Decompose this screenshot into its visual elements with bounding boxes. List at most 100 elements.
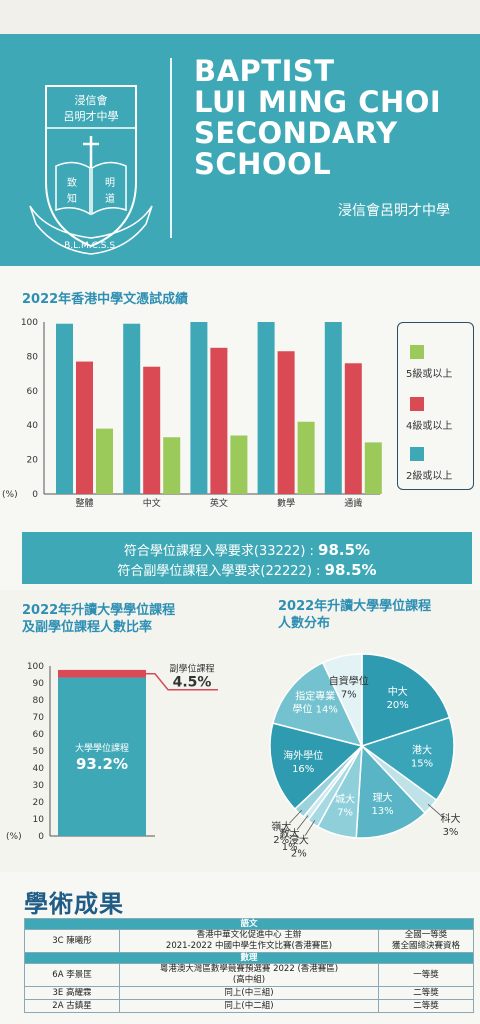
ratio-chart-title: 2022年升讀大學學位課程 及副學位課程人數比率 xyxy=(22,602,175,636)
ratio-title-line-2: 及副學位課程人數比率 xyxy=(22,620,153,635)
legend-label-4: 4級或以上 xyxy=(406,421,453,432)
legend-label-2: 2級或以上 xyxy=(406,471,453,482)
pie-slice-name: 嶺大 xyxy=(271,820,291,833)
y-tick-label: 10 xyxy=(33,815,45,825)
ratio-title-line-1: 2022年升讀大學學位課程 xyxy=(22,603,176,618)
x-tick-label: 數學 xyxy=(277,497,295,509)
section-title: 數理 xyxy=(24,952,474,964)
awards-table: 語文 3C 陳曦彤 香港中華文化促進中心 主辦 2021-2022 中國中學生作文比賽… xyxy=(24,918,474,1013)
pie-slice-name: 中大 xyxy=(388,685,408,698)
event-line: 香港中華文化促進中心 主辦 xyxy=(196,930,302,940)
award-cell: 全國一等獎 獲全國總決賽資格 xyxy=(378,929,474,953)
school-crest-icon: 浸信會 呂明才中學 致 明 知 道 B.L.M.C.S.S. xyxy=(29,85,153,255)
crest-text-top-2: 呂明才中學 xyxy=(64,109,119,123)
award-cell: 一等獎 xyxy=(378,963,474,987)
table-row: 3C 陳曦彤 香港中華文化促進中心 主辦 2021-2022 中國中學生作文比賽(香… xyxy=(24,929,474,953)
school-name-line-1: BAPTIST xyxy=(194,54,335,88)
pie-slice-name: 自資學位 xyxy=(329,675,369,688)
award-line: 二等獎 xyxy=(413,987,439,998)
table-row: 3E 高耀霖 同上(中三組) 二等獎 xyxy=(24,986,474,1000)
bar-degree xyxy=(58,677,146,836)
award-cell: 二等獎 xyxy=(378,999,474,1013)
table-row: 2A 古鎮星 同上(中二組) 二等獎 xyxy=(24,999,474,1013)
bar xyxy=(277,351,295,494)
bar xyxy=(163,437,181,494)
y-tick-label: 50 xyxy=(33,747,45,757)
bar xyxy=(123,323,141,494)
bar xyxy=(190,322,208,494)
crest-text-top-1: 浸信會 xyxy=(75,93,108,107)
pie-slice-label: 3% xyxy=(443,827,459,838)
crest-motto-4: 道 xyxy=(105,192,115,205)
crest-motto-3: 知 xyxy=(67,192,77,205)
bar xyxy=(344,363,362,494)
pie-slice xyxy=(361,653,451,748)
y-tick-label: 90 xyxy=(33,679,45,689)
pie-slice-name-cont: 學位 14% xyxy=(293,702,338,715)
pie-slice-name: 港大 xyxy=(412,743,432,756)
bar-subdegree-name: 副學位課程 xyxy=(169,663,214,675)
y-tick-label: 20 xyxy=(33,798,45,808)
y-tick-label: 30 xyxy=(33,781,45,791)
bar-degree-label: 93.2% xyxy=(76,755,128,773)
pie-slice-label: 2% xyxy=(291,849,307,860)
award-line: 二等獎 xyxy=(413,1000,439,1011)
table-section-header: 數理 xyxy=(24,952,474,964)
pie-slice-label: 16% xyxy=(292,764,314,775)
section-title: 語文 xyxy=(24,918,474,930)
pie-slice-name: 理大 xyxy=(373,791,393,804)
pie-leader-line xyxy=(427,803,442,817)
event-cell: 香港中華文化促進中心 主辦 2021-2022 中國中學生作文比賽(香港賽區) xyxy=(119,929,379,953)
academic-title: 學術成果 xyxy=(24,890,124,918)
crest-motto-1: 致 xyxy=(67,176,77,189)
pie-slice xyxy=(271,661,364,748)
y-tick-label: 100 xyxy=(21,318,38,328)
table-section-header: 語文 xyxy=(24,918,474,930)
pie-slice xyxy=(360,716,455,802)
legend-label-5: 5級或以上 xyxy=(406,369,453,380)
school-header: 浸信會 呂明才中學 致 明 知 道 B.L.M.C.S.S. BAPTIST L… xyxy=(0,34,480,266)
requirement-subdegree-value: 98.5% xyxy=(324,561,377,579)
requirement-degree-text: 符合學位課程入學要求(33222) : xyxy=(123,544,319,559)
requirement-degree: 符合學位課程入學要求(33222) : 98.5% xyxy=(22,540,472,559)
event-cell: 粵港澳大灣區數學競賽預選賽 2022 (香港賽區) (高中組) xyxy=(119,963,379,987)
bar-degree-name: 大學學位課程 xyxy=(75,742,129,754)
bar xyxy=(324,322,342,494)
bar xyxy=(143,366,161,494)
school-name-en: BAPTIST LUI MING CHOI SECONDARY SCHOOL xyxy=(194,56,441,180)
dse-chart-title: 2022年香港中學文憑試成績 xyxy=(22,292,189,307)
bar-subdegree-label: 4.5% xyxy=(173,675,212,691)
award-line: 全國一等獎 xyxy=(404,930,448,940)
event-line: (高中組) xyxy=(232,975,266,985)
table-row: 6A 李景匡 粵港澳大灣區數學競賽預選賽 2022 (香港賽區) (高中組) 一等獎 xyxy=(24,963,474,987)
y-unit-label: (%) xyxy=(2,490,18,500)
bar xyxy=(96,428,113,494)
pie-slice-name: 城大 xyxy=(335,792,355,805)
pie-leader-line xyxy=(289,809,303,824)
pie-slice-label: 7% xyxy=(341,690,357,701)
event-cell: 同上(中三組) xyxy=(119,986,379,1000)
bar xyxy=(257,322,275,494)
pie-slice-name: 指定專業 xyxy=(295,689,335,702)
pie-slice-name: 浸大 xyxy=(289,834,309,847)
legend-swatch-5 xyxy=(410,345,424,359)
header-divider xyxy=(170,58,172,238)
pie-slice-name: 教大 xyxy=(280,827,300,840)
bar xyxy=(364,442,382,494)
event-cell: 同上(中二組) xyxy=(119,999,379,1013)
pie-slice-label: 13% xyxy=(371,806,393,817)
school-name-line-4: SCHOOL xyxy=(194,147,332,181)
pie-slice-label: 1% xyxy=(282,842,298,853)
crest-motto-2: 明 xyxy=(105,177,115,189)
event-line: 同上(中二組) xyxy=(224,1000,274,1011)
pie-leader-line xyxy=(304,820,316,836)
y-tick-label: 0 xyxy=(38,832,44,842)
x-tick-label: 整體 xyxy=(75,497,93,509)
pie-slice-name: 海外學位 xyxy=(283,749,323,762)
bar xyxy=(297,421,315,494)
pie-slice-label: 2% xyxy=(273,835,289,846)
student-cell: 2A 古鎮星 xyxy=(24,999,120,1013)
award-line: 一等獎 xyxy=(413,969,439,980)
y-tick-label: 80 xyxy=(27,352,39,362)
